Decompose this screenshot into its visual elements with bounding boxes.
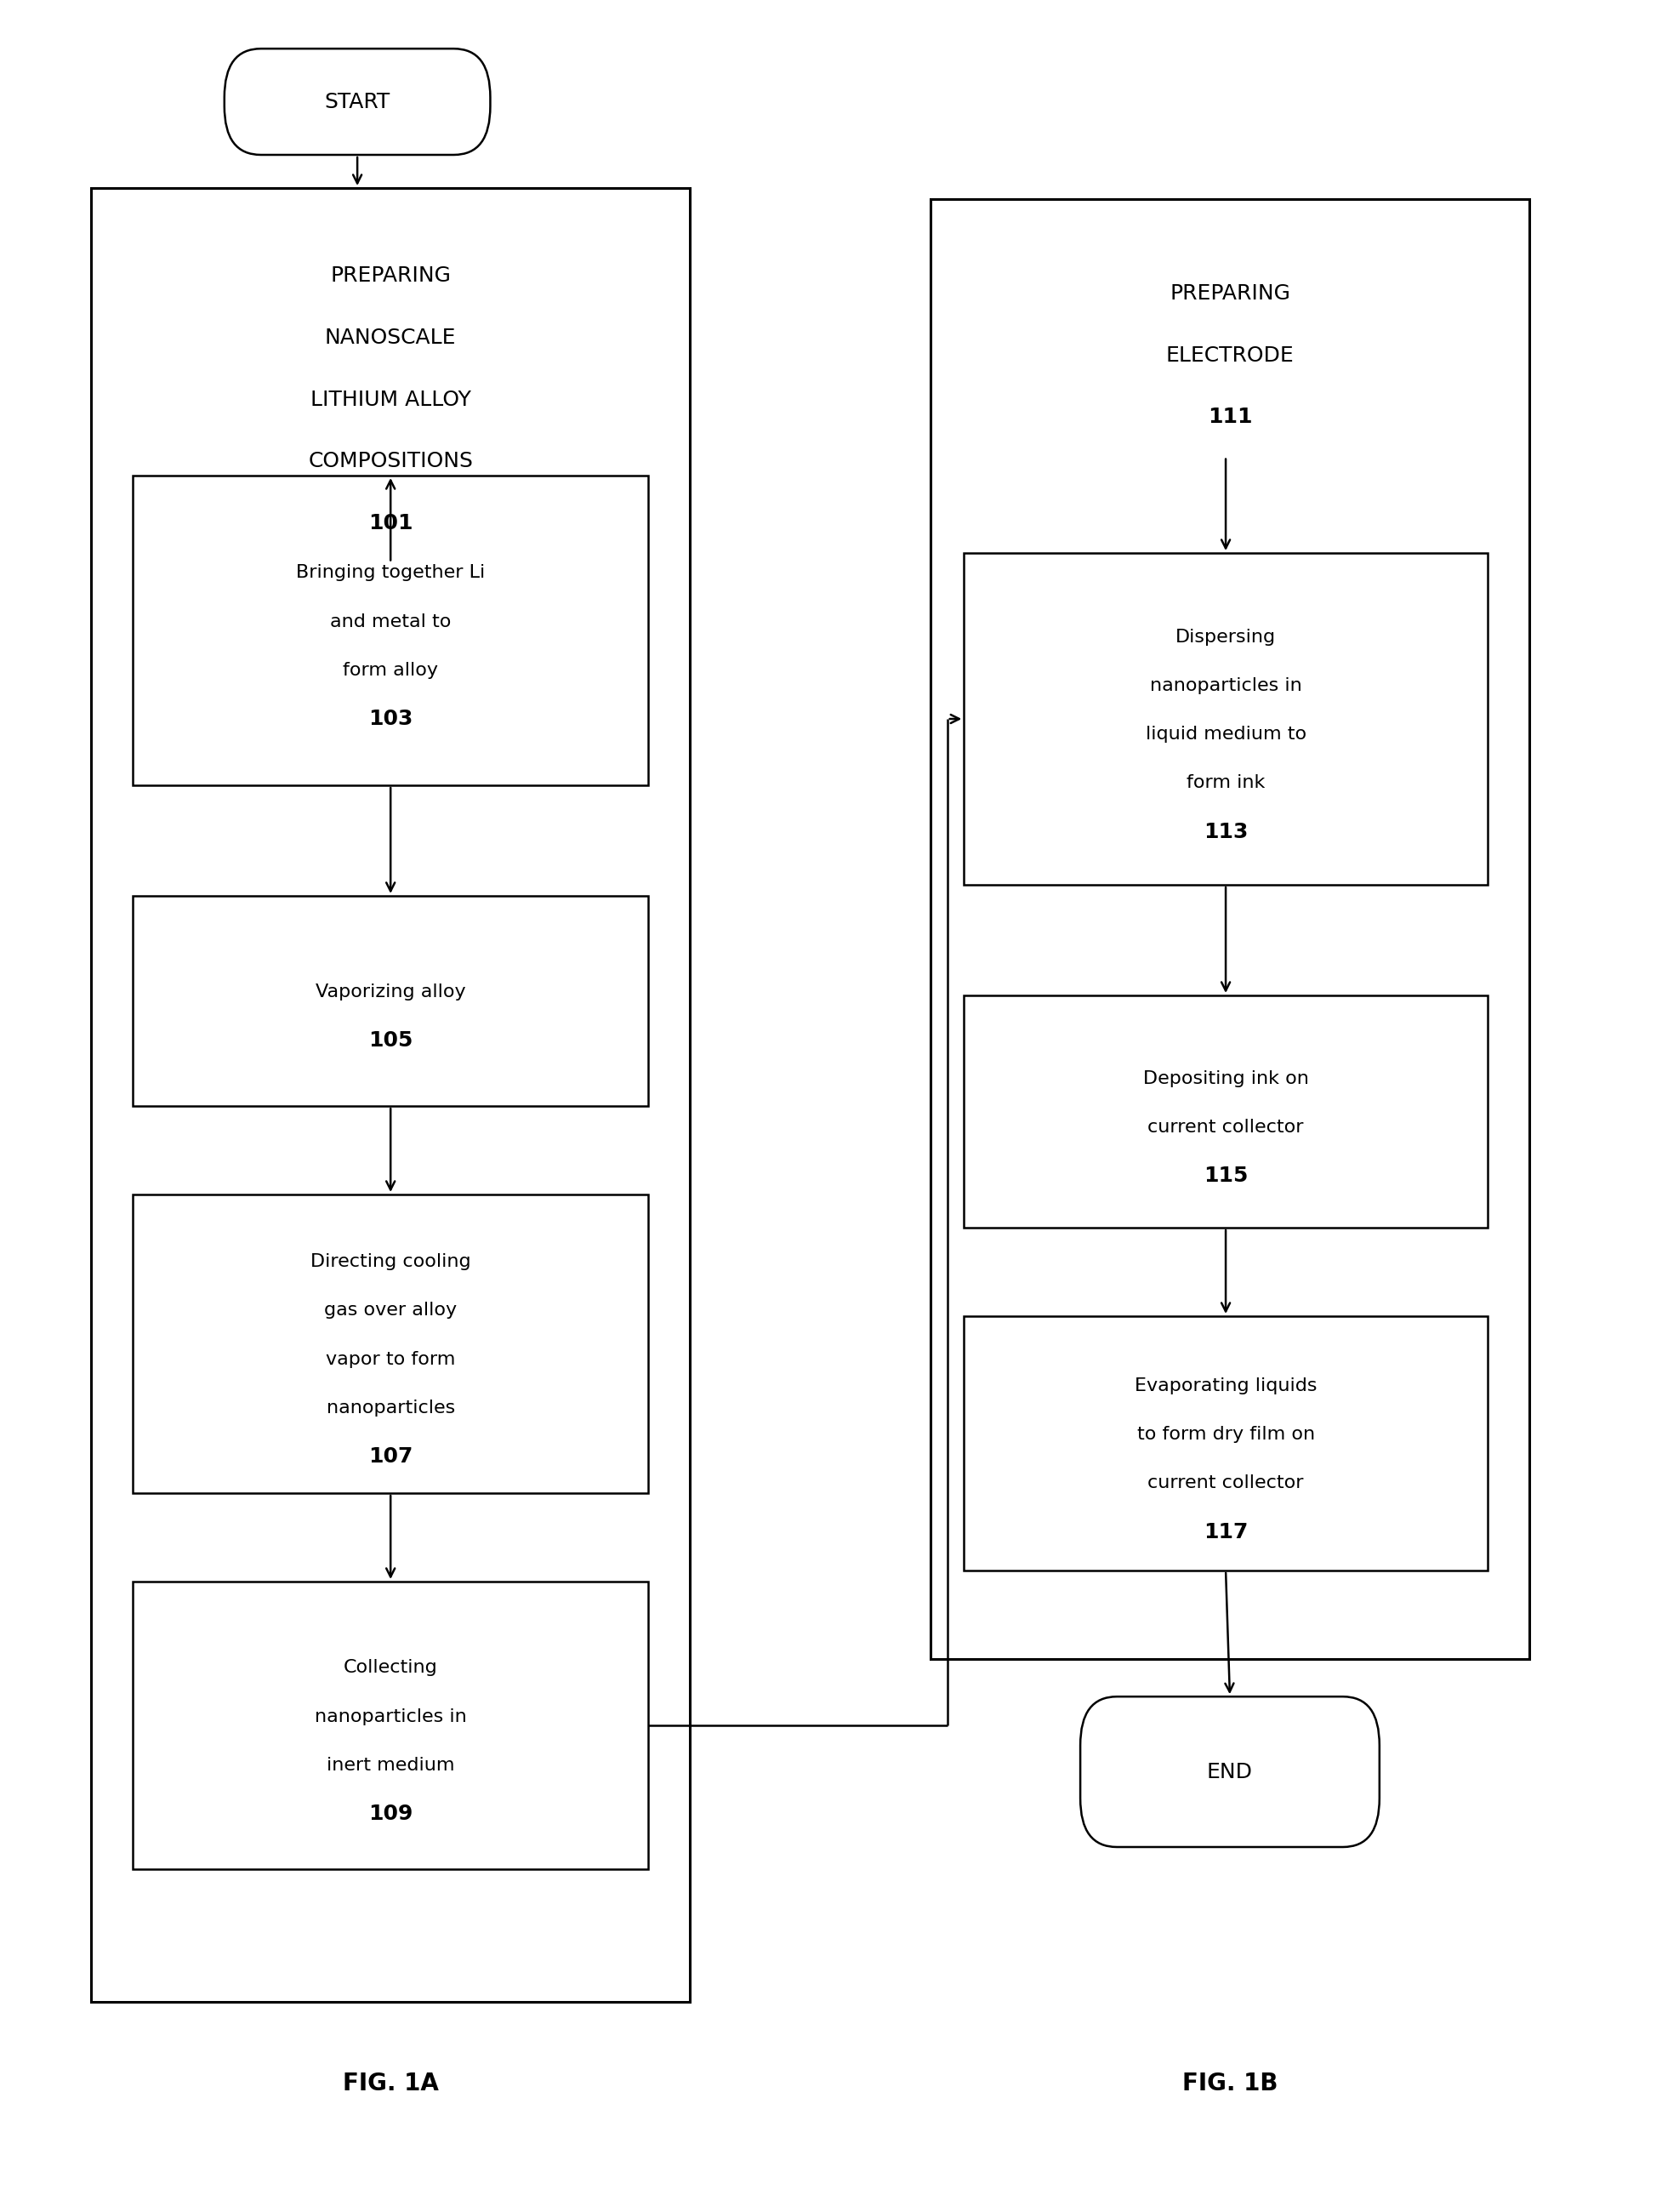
Text: nanoparticles: nanoparticles <box>326 1400 455 1416</box>
Text: COMPOSITIONS: COMPOSITIONS <box>307 451 474 471</box>
Text: 103: 103 <box>369 708 412 730</box>
FancyBboxPatch shape <box>1080 1697 1379 1847</box>
Text: Bringing together Li: Bringing together Li <box>296 564 485 582</box>
Bar <box>964 553 1487 885</box>
Text: inert medium: inert medium <box>326 1756 455 1774</box>
Bar <box>964 1316 1487 1571</box>
Text: PREPARING: PREPARING <box>1170 283 1290 303</box>
Text: 111: 111 <box>1208 407 1251 427</box>
Text: liquid medium to: liquid medium to <box>1145 726 1306 743</box>
Bar <box>91 188 690 2002</box>
Text: Vaporizing alloy: Vaporizing alloy <box>316 984 465 1000</box>
Text: current collector: current collector <box>1148 1475 1303 1491</box>
Bar <box>133 1194 648 1493</box>
Text: 113: 113 <box>1203 821 1248 843</box>
Bar <box>133 896 648 1106</box>
Bar <box>133 1582 648 1869</box>
Text: gas over alloy: gas over alloy <box>324 1303 457 1318</box>
Text: current collector: current collector <box>1148 1119 1303 1135</box>
Text: 115: 115 <box>1203 1166 1248 1186</box>
Text: vapor to form: vapor to form <box>326 1352 455 1367</box>
Text: ELECTRODE: ELECTRODE <box>1165 345 1295 365</box>
Text: form ink: form ink <box>1187 774 1265 792</box>
Text: to form dry film on: to form dry film on <box>1137 1427 1315 1442</box>
FancyBboxPatch shape <box>224 49 490 155</box>
Text: NANOSCALE: NANOSCALE <box>324 327 457 347</box>
Text: 107: 107 <box>369 1447 412 1467</box>
Text: 105: 105 <box>369 1031 412 1051</box>
Text: PREPARING: PREPARING <box>331 265 450 285</box>
Text: Dispersing: Dispersing <box>1175 628 1276 646</box>
Text: 117: 117 <box>1203 1522 1248 1542</box>
Text: 109: 109 <box>369 1803 412 1825</box>
Text: FIG. 1B: FIG. 1B <box>1182 2073 1278 2095</box>
Text: END: END <box>1207 1761 1253 1783</box>
Bar <box>931 199 1529 1659</box>
Text: Directing cooling: Directing cooling <box>311 1254 470 1270</box>
Text: Collecting: Collecting <box>344 1659 437 1677</box>
Bar <box>964 995 1487 1228</box>
Text: LITHIUM ALLOY: LITHIUM ALLOY <box>311 389 470 409</box>
Text: nanoparticles in: nanoparticles in <box>1150 677 1301 695</box>
Text: 101: 101 <box>369 513 412 533</box>
Text: Depositing ink on: Depositing ink on <box>1143 1071 1308 1086</box>
Text: Evaporating liquids: Evaporating liquids <box>1135 1378 1316 1394</box>
Text: START: START <box>324 91 391 113</box>
Text: nanoparticles in: nanoparticles in <box>314 1708 467 1725</box>
Text: FIG. 1A: FIG. 1A <box>342 2073 439 2095</box>
Text: form alloy: form alloy <box>342 661 439 679</box>
Bar <box>133 476 648 785</box>
Text: and metal to: and metal to <box>331 613 450 630</box>
